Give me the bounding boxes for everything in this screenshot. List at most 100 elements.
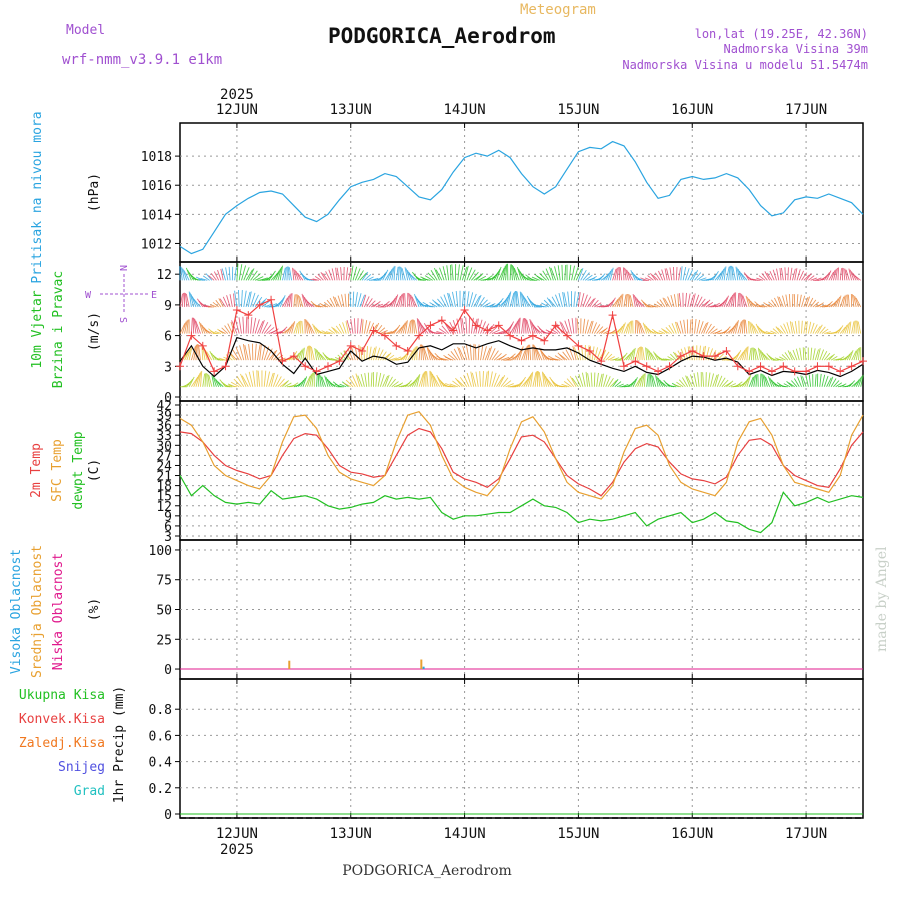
wind-barb bbox=[359, 318, 363, 334]
wind-barb bbox=[233, 378, 242, 388]
wind-barb bbox=[313, 325, 320, 334]
wind-barb bbox=[370, 347, 376, 361]
wind-barb bbox=[760, 304, 768, 308]
wind-barb bbox=[644, 277, 652, 281]
wind-barb bbox=[761, 373, 764, 387]
wind-barb bbox=[484, 275, 493, 281]
wind-barb bbox=[591, 322, 597, 334]
wind-barb bbox=[684, 292, 687, 307]
wind-barb bbox=[190, 317, 193, 334]
wind-barb bbox=[521, 293, 527, 308]
wind-barb bbox=[721, 297, 728, 308]
wind-barb bbox=[395, 266, 399, 281]
ylabel-temp-0: 2m Temp bbox=[29, 443, 44, 498]
wind-barb bbox=[848, 350, 854, 361]
wind-barb bbox=[238, 290, 240, 307]
wind-barb bbox=[303, 296, 311, 308]
wind-barb bbox=[198, 344, 201, 361]
wind-barb bbox=[581, 372, 586, 387]
wind-barb bbox=[206, 351, 213, 361]
wind-barb bbox=[669, 267, 673, 281]
wind-barb bbox=[748, 376, 754, 387]
wind-barb bbox=[814, 326, 821, 334]
wind-barb bbox=[377, 349, 384, 361]
wind-barb bbox=[857, 347, 861, 361]
wind-barb bbox=[853, 320, 856, 334]
wind-barb bbox=[301, 320, 304, 334]
wind-barb bbox=[328, 328, 336, 334]
wind-barb bbox=[668, 324, 675, 334]
wind-barb bbox=[284, 295, 290, 308]
wind-barb bbox=[358, 344, 361, 361]
wind-barb bbox=[242, 343, 247, 361]
wind-barb bbox=[195, 372, 201, 387]
wind-barb bbox=[193, 374, 200, 387]
wind-barb bbox=[741, 319, 744, 334]
gust-marker bbox=[506, 331, 515, 340]
wind-barb bbox=[453, 348, 461, 361]
wind-barb bbox=[323, 301, 331, 308]
wind-barb bbox=[210, 304, 217, 308]
wind-barb bbox=[406, 270, 413, 281]
wind-barb bbox=[208, 374, 213, 387]
wind-barb bbox=[391, 266, 395, 281]
wind-barb bbox=[471, 372, 477, 387]
wind-barb bbox=[853, 349, 858, 361]
gust-marker bbox=[631, 357, 640, 366]
wind-barb bbox=[430, 270, 438, 281]
wind-barb bbox=[443, 294, 450, 308]
wind-barb bbox=[824, 331, 831, 334]
wind-barb bbox=[400, 322, 406, 334]
gust-marker bbox=[369, 326, 378, 335]
gust-marker bbox=[267, 295, 276, 304]
wind-barb bbox=[609, 380, 617, 388]
wind-barb bbox=[395, 326, 403, 334]
wind-barb bbox=[643, 373, 646, 387]
wind-barb bbox=[354, 268, 361, 281]
wind-barb bbox=[227, 323, 233, 334]
wind-barb bbox=[808, 275, 815, 281]
y-tick-label: 12 bbox=[156, 500, 172, 515]
ylabel-temp-1: SFC Temp bbox=[50, 439, 65, 502]
wind-barb bbox=[549, 376, 557, 388]
wind-barb bbox=[188, 346, 193, 361]
wind-barb bbox=[198, 321, 204, 334]
wind-barb bbox=[710, 373, 715, 387]
wind-barb bbox=[584, 274, 593, 281]
gust-marker bbox=[836, 367, 845, 376]
wind-barb bbox=[638, 300, 645, 308]
wind-barb bbox=[678, 379, 686, 388]
gust-marker bbox=[392, 341, 401, 350]
wind-barb bbox=[835, 382, 843, 388]
wind-barb bbox=[329, 297, 336, 308]
wind-barb bbox=[737, 351, 744, 361]
wind-barb bbox=[815, 277, 822, 281]
wind-barb bbox=[436, 330, 445, 334]
wind-barb bbox=[676, 381, 684, 388]
wind-barb bbox=[355, 373, 361, 387]
wind-barb bbox=[744, 376, 750, 387]
unit-label-pressure: (hPa) bbox=[87, 173, 102, 212]
wind-barb bbox=[650, 374, 654, 387]
wind-barb bbox=[509, 292, 515, 308]
wind-barb bbox=[698, 321, 704, 334]
wind-barb bbox=[667, 356, 675, 361]
wind-barb bbox=[791, 380, 798, 388]
wind-barb bbox=[212, 376, 217, 387]
wind-barb bbox=[844, 268, 848, 281]
wind-barb bbox=[181, 267, 185, 281]
wind-barb bbox=[609, 267, 614, 281]
wind-barb bbox=[800, 375, 805, 387]
wind-barb bbox=[582, 272, 590, 281]
wind-barb bbox=[190, 294, 197, 308]
wind-barb bbox=[851, 294, 855, 307]
wind-barb bbox=[573, 347, 579, 361]
wind-barb bbox=[414, 375, 420, 387]
wind-barb bbox=[491, 350, 499, 361]
wind-barb bbox=[411, 377, 418, 387]
gust-marker bbox=[551, 321, 560, 330]
wind-barb bbox=[596, 305, 604, 308]
wind-barb bbox=[409, 293, 413, 308]
series-line-t2m bbox=[179, 427, 864, 497]
wind-barb bbox=[659, 299, 666, 308]
